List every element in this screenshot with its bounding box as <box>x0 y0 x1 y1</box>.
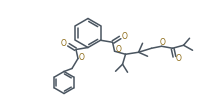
Text: O: O <box>61 39 67 48</box>
Text: O: O <box>79 52 85 61</box>
Text: O: O <box>176 54 181 63</box>
Text: O: O <box>116 45 122 54</box>
Text: O: O <box>122 32 128 41</box>
Text: O: O <box>160 38 166 47</box>
